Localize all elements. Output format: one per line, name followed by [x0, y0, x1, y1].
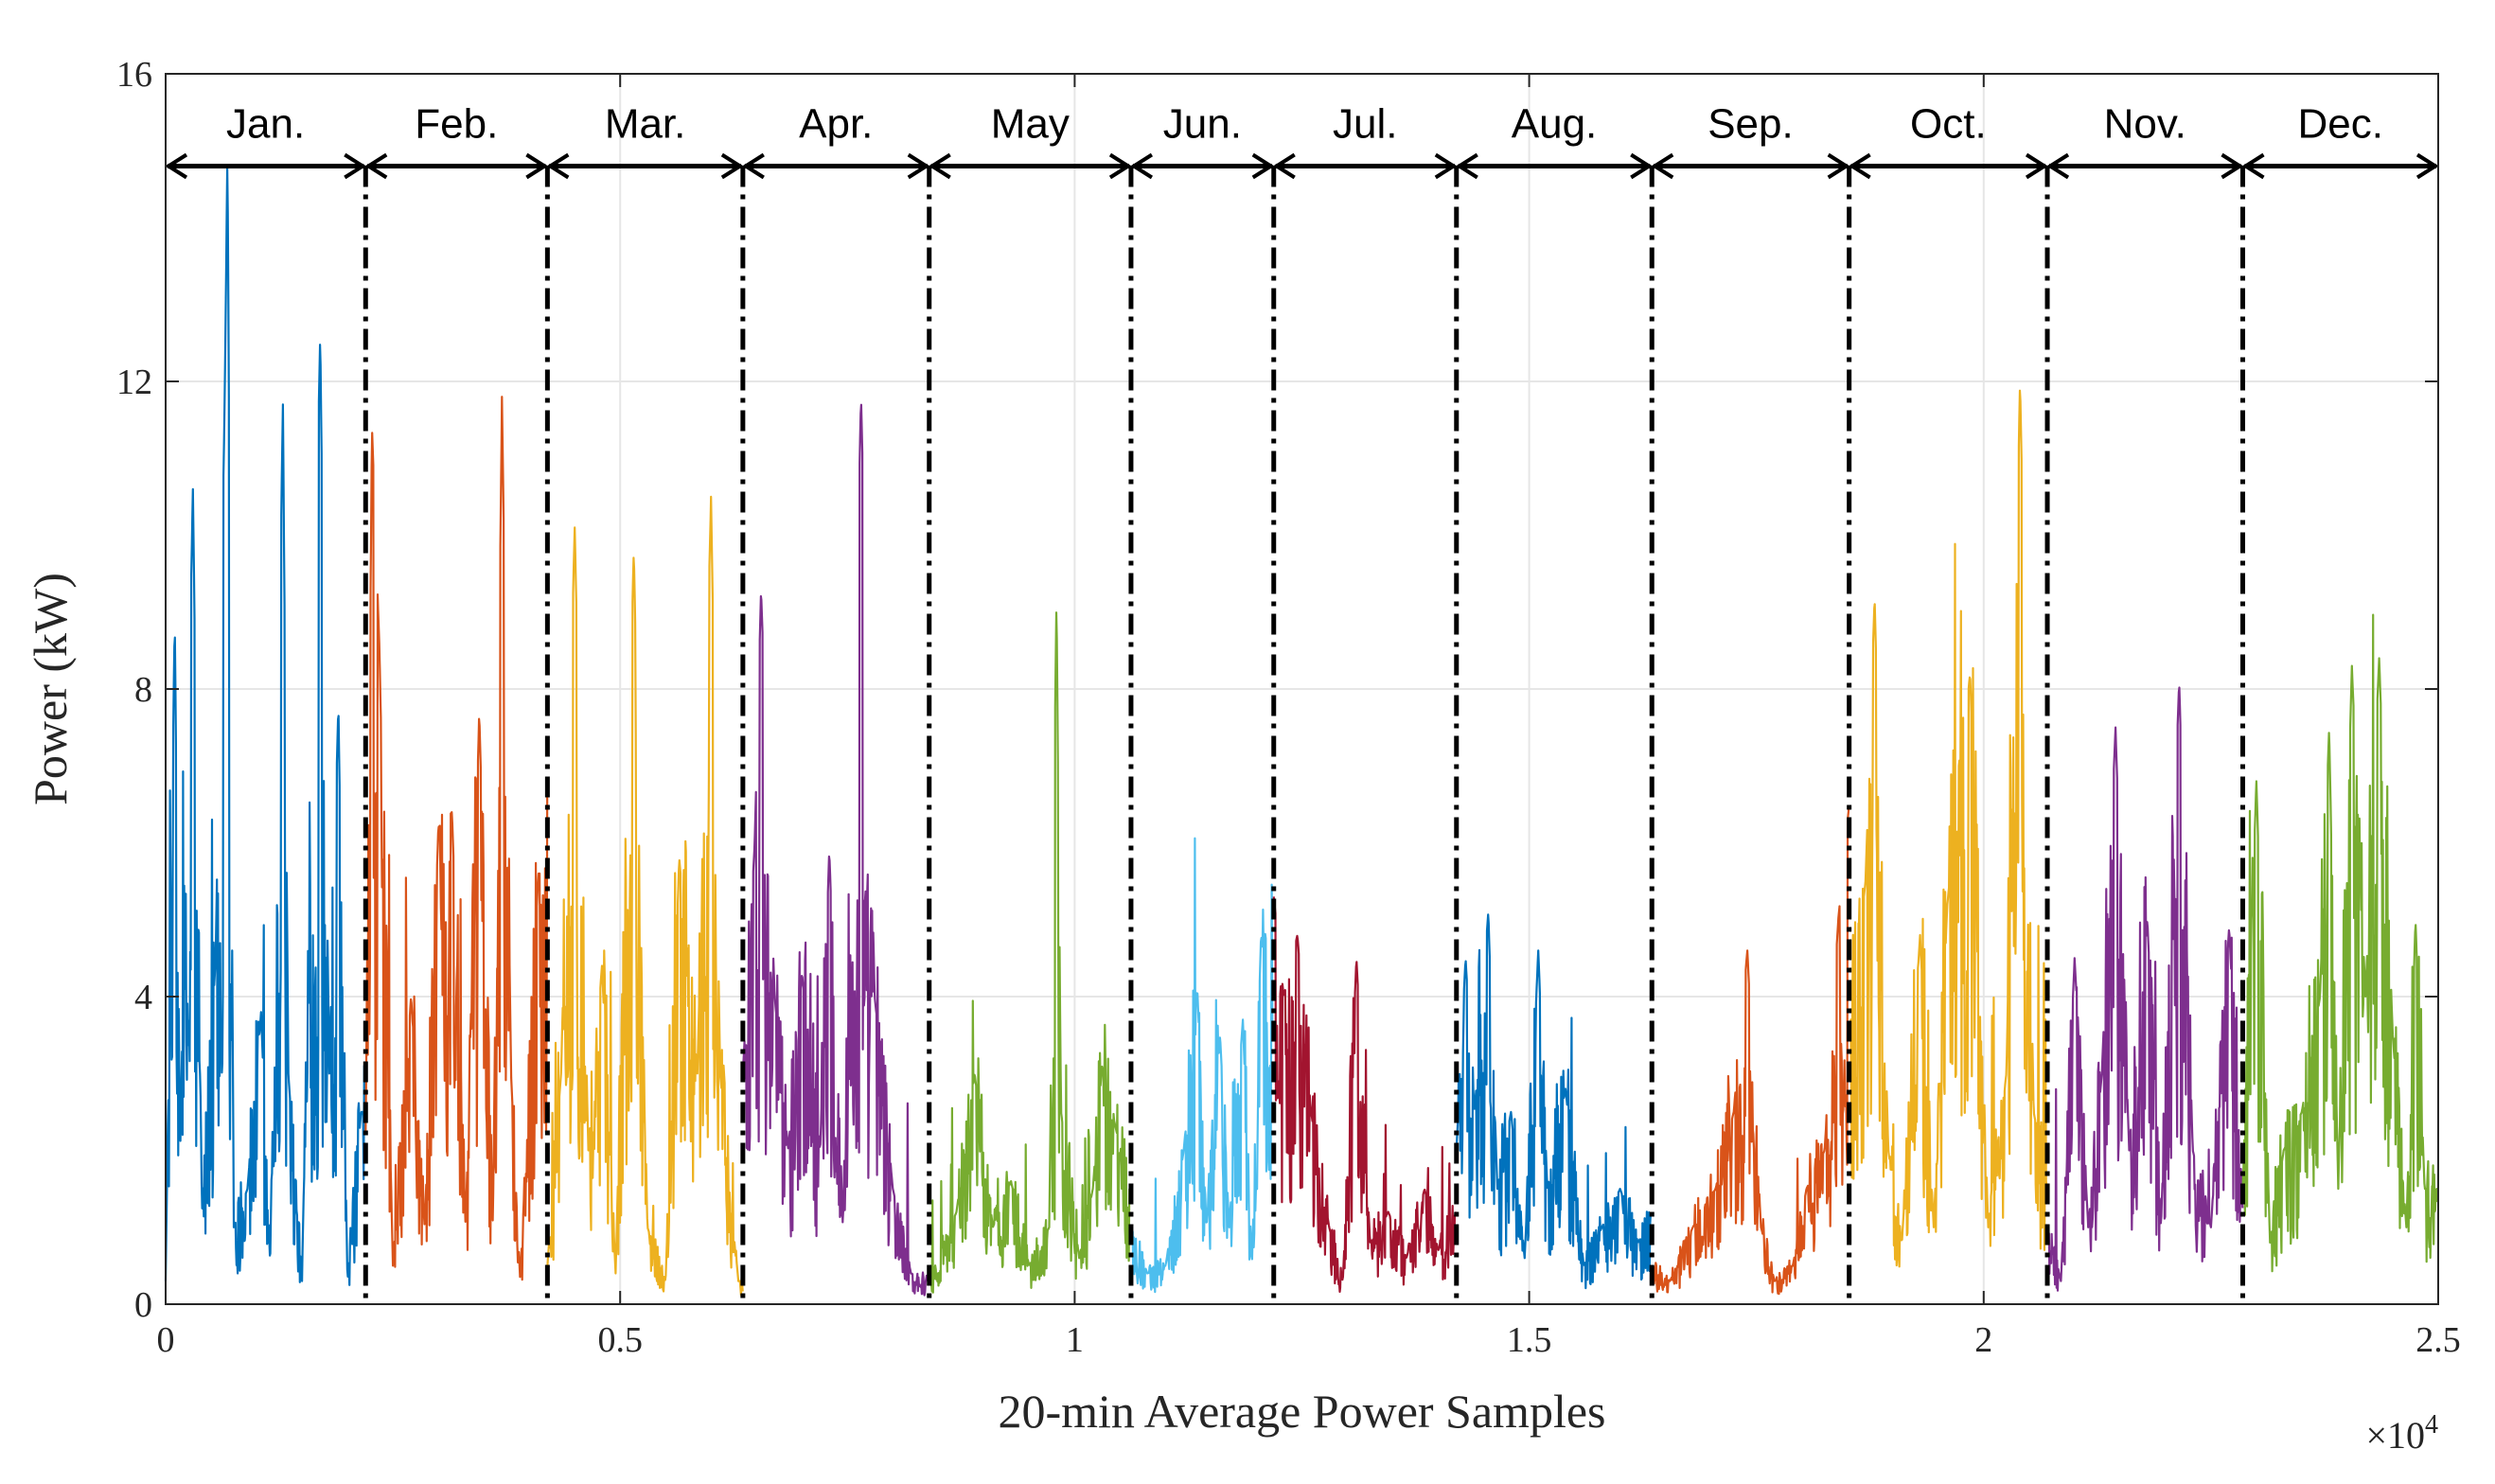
- month-arrow-head-left: [364, 152, 388, 180]
- month-label: Dec.: [2298, 101, 2383, 148]
- month-arrow-head-left: [1848, 152, 1871, 180]
- month-labels: Jan. Feb. Mar. Apr. May Jun. Jul. Aug. Sep. Oct. N…: [226, 101, 2383, 148]
- month-label: Jan.: [226, 101, 305, 148]
- month-arrow-head-right: [2025, 152, 2048, 180]
- month-arrow-head-right: [1251, 152, 1275, 180]
- axis-ticks: 0 0.5 1 1.5 2 2.5 0 4 8 12 16: [116, 55, 2461, 1360]
- x-axis-label: 20-min Average Power Samples: [999, 1385, 1606, 1438]
- month-arrow-head-right: [525, 152, 549, 180]
- series-line-10: [2045, 686, 2244, 1292]
- series-group: [164, 166, 2439, 1297]
- month-arrow-head-left: [2046, 152, 2070, 180]
- x-tick-label: 0.5: [597, 1320, 643, 1360]
- series-line-9: [1848, 389, 2048, 1268]
- x-axis-exponent-power: 4: [2425, 1410, 2438, 1440]
- month-arrow-head-right: [720, 152, 744, 180]
- month-arrow-head-left: [928, 152, 951, 180]
- month-arrow-head-right: [907, 152, 930, 180]
- month-label: Jun.: [1163, 101, 1242, 148]
- month-label: Oct.: [1910, 101, 1987, 148]
- month-label: Apr.: [799, 101, 873, 148]
- month-arrow-head-right: [1434, 152, 1458, 180]
- x-tick-label: 1.5: [1507, 1320, 1552, 1360]
- month-arrow-head-left: [742, 152, 765, 180]
- x-axis-exponent: ×104: [2365, 1410, 2438, 1457]
- y-tick-label: 16: [116, 55, 152, 95]
- series-line-7: [1455, 913, 1654, 1290]
- month-arrow-head-left: [2241, 152, 2265, 180]
- month-arrows: [165, 152, 2439, 180]
- month-arrow-head-left: [1456, 152, 1478, 180]
- month-dividers: [363, 166, 2246, 1304]
- month-label: May: [991, 101, 1070, 148]
- month-arrow-head-right: [1630, 152, 1653, 180]
- series-line-6: [1272, 896, 1458, 1293]
- month-label: Nov.: [2104, 101, 2186, 148]
- series-line-11: [2241, 613, 2439, 1273]
- x-tick-label: 1: [1066, 1320, 1084, 1360]
- x-tick-label: 0: [157, 1320, 175, 1360]
- x-tick-label: 2.5: [2415, 1320, 2461, 1360]
- y-tick-label: 8: [134, 670, 152, 710]
- series-line-0: [164, 166, 366, 1286]
- month-arrow-head-left: [1130, 152, 1154, 180]
- month-arrow-head-right: [1108, 152, 1132, 180]
- month-arrow-head-left: [546, 152, 570, 180]
- x-tick-label: 2: [1974, 1320, 1992, 1360]
- month-arrow-head-right: [344, 152, 367, 180]
- y-tick-label: 0: [134, 1285, 152, 1325]
- series-line-1: [364, 396, 549, 1281]
- month-label: Sep.: [1708, 101, 1794, 148]
- month-label: Feb.: [415, 101, 498, 148]
- y-axis-label: Power (kW): [24, 573, 77, 805]
- series-line-3: [741, 403, 929, 1297]
- y-tick-label: 12: [116, 362, 152, 402]
- month-arrow-head-right: [1827, 152, 1850, 180]
- series-line-2: [546, 495, 744, 1297]
- series-line-8: [1651, 807, 1850, 1296]
- month-label: Jul.: [1333, 101, 1397, 148]
- month-arrow-head-left: [165, 152, 188, 180]
- month-arrow-head-right: [2415, 152, 2439, 180]
- series-line-4: [928, 611, 1132, 1294]
- series-line-5: [1129, 837, 1275, 1294]
- x-axis-exponent-base: ×10: [2365, 1414, 2425, 1457]
- y-tick-label: 4: [134, 978, 152, 1017]
- month-arrow-head-left: [1651, 152, 1674, 180]
- month-label: Mar.: [605, 101, 686, 148]
- month-label: Aug.: [1512, 101, 1598, 148]
- month-arrow-head-right: [2221, 152, 2244, 180]
- month-arrow-head-left: [1272, 152, 1296, 180]
